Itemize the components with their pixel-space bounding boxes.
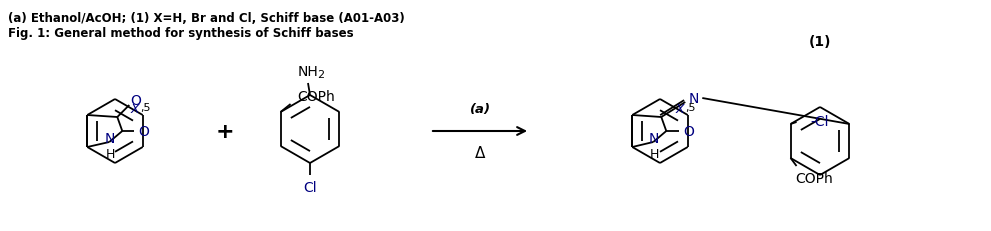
Text: (a) Ethanol/AcOH; (1) X=H, Br and Cl, Schiff base (A01-A03): (a) Ethanol/AcOH; (1) X=H, Br and Cl, Sc… (8, 12, 404, 25)
Text: ,5: ,5 (686, 103, 696, 112)
Text: N: N (689, 92, 700, 106)
Text: O: O (138, 125, 149, 138)
Text: Δ: Δ (475, 146, 486, 161)
Text: X: X (131, 103, 139, 116)
Text: -Cl: -Cl (811, 115, 829, 128)
Text: O: O (130, 94, 141, 108)
Text: ,5: ,5 (141, 103, 151, 112)
Text: H: H (649, 148, 659, 161)
Text: NH: NH (297, 65, 318, 79)
Text: X: X (676, 103, 684, 116)
Text: (1): (1) (809, 35, 831, 49)
Text: (a): (a) (470, 103, 491, 116)
Text: H: H (106, 148, 115, 161)
Text: COPh: COPh (796, 171, 833, 185)
Text: O: O (683, 125, 694, 138)
Text: N: N (105, 131, 116, 145)
Text: Cl: Cl (303, 180, 317, 194)
Text: Fig. 1: General method for synthesis of Schiff bases: Fig. 1: General method for synthesis of … (8, 27, 354, 40)
Text: 2: 2 (317, 70, 325, 80)
Text: +: + (216, 122, 234, 141)
Text: N: N (649, 131, 659, 145)
Text: COPh: COPh (297, 90, 335, 103)
